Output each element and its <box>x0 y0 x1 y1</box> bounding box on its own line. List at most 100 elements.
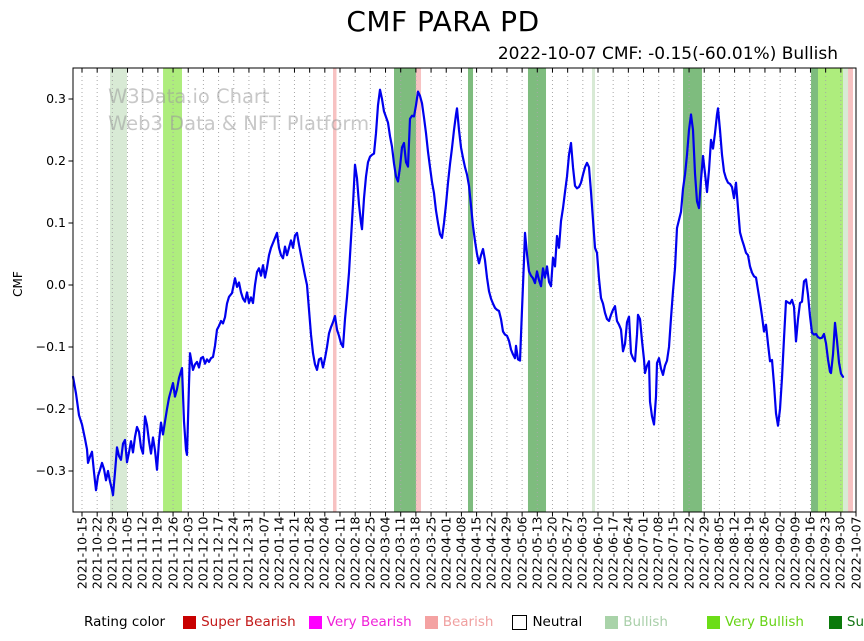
x-tick-label: 2022-05-06 <box>514 516 530 590</box>
x-tick-label: 2021-11-05 <box>119 516 135 590</box>
x-tick-label: 2022-05-13 <box>529 516 545 590</box>
x-tick-label: 2022-05-27 <box>559 516 575 590</box>
legend-swatch-icon <box>706 615 720 629</box>
x-tick-label: 2022-09-16 <box>802 516 818 590</box>
legend-item-label: Super Bearish <box>201 614 296 630</box>
legend-swatch-icon <box>605 615 619 629</box>
x-tick-label: 2021-10-15 <box>74 516 89 590</box>
plot-border <box>72 67 857 513</box>
x-tick-label: 2022-07-08 <box>650 516 666 590</box>
rating-band-bullish <box>591 68 596 512</box>
legend-item-label: Bullish <box>623 614 668 630</box>
x-tick-label: 2022-09-09 <box>787 516 803 590</box>
y-tick-label: −0.2 <box>35 401 66 416</box>
legend-item-bullish: Bullish <box>605 614 668 630</box>
x-tick-label: 2022-05-20 <box>544 516 560 590</box>
rating-band-super-bullish <box>467 68 474 512</box>
x-tick-label: 2022-07-29 <box>696 516 712 590</box>
legend-title: Rating color <box>84 614 166 630</box>
x-tick-label: 2022-01-14 <box>271 516 287 590</box>
cmf-line <box>71 88 845 497</box>
y-tick-label: 0.2 <box>46 153 66 168</box>
x-tick-label: 2022-07-22 <box>681 516 697 590</box>
y-tick-label: −0.1 <box>35 339 66 354</box>
rating-band-very-bullish <box>817 68 843 512</box>
y-tick-label: −0.3 <box>35 463 66 478</box>
legend-item-super-bearish: Super Bearish <box>183 614 296 630</box>
x-tick-label: 2022-06-10 <box>590 516 605 590</box>
x-tick-label: 2021-12-24 <box>225 516 241 590</box>
x-tick-label: 2022-10-07 <box>848 516 863 590</box>
rating-band-bearish <box>848 68 853 512</box>
latest-value-subtitle: 2022-10-07 CMF: -0.15(-60.01%) Bullish <box>497 44 838 64</box>
x-tick-label: 2022-07-15 <box>665 516 681 590</box>
legend-item-neutral: Neutral <box>512 614 582 630</box>
x-tick-label: 2022-02-25 <box>362 516 378 590</box>
x-tick-label: 2021-11-12 <box>134 516 150 590</box>
x-tick-label: 2021-12-31 <box>240 516 256 590</box>
x-tick-label: 2021-12-10 <box>195 516 211 590</box>
rating-band-super-bullish <box>527 68 547 512</box>
legend-swatch-icon <box>183 615 197 629</box>
x-tick-label: 2022-03-25 <box>423 516 439 590</box>
legend-swatch-icon <box>424 615 438 629</box>
legend-item-label: Very Bearish <box>326 614 412 630</box>
y-axis-title: CMF <box>11 271 25 297</box>
x-tick-label: 2021-10-29 <box>104 516 120 590</box>
legend-item-label: Neutral <box>532 614 583 630</box>
x-tick-label: 2022-02-04 <box>316 516 332 590</box>
x-tick-label: 2022-06-24 <box>620 516 636 590</box>
page-title: CMF PARA PD <box>346 5 540 38</box>
x-tick-label: 2022-08-05 <box>711 516 727 590</box>
rating-band-bearish <box>333 68 337 512</box>
rating-band-super-bullish <box>393 68 416 512</box>
x-tick-label: 2022-08-19 <box>741 516 757 590</box>
x-tick-label: 2022-06-03 <box>574 516 590 590</box>
x-tick-label: 2022-03-11 <box>392 516 408 590</box>
y-tick-label: 0.3 <box>46 91 66 106</box>
x-tick-label: 2022-09-02 <box>772 516 788 590</box>
x-tick-label: 2022-02-18 <box>347 516 363 590</box>
x-tick-label: 2021-12-17 <box>210 516 226 590</box>
x-tick-label: 2022-04-22 <box>483 516 499 590</box>
x-tick-label: 2021-12-03 <box>180 516 196 590</box>
legend-swatch-icon <box>512 614 528 630</box>
rating-band-bullish <box>110 68 127 512</box>
y-tick-label: 0.1 <box>46 215 66 230</box>
x-tick-label: 2022-01-07 <box>256 516 272 590</box>
x-tick-label: 2022-04-08 <box>453 516 469 590</box>
legend-swatch-icon <box>308 615 322 629</box>
x-tick-label: 2022-06-17 <box>605 516 621 590</box>
x-tick-label: 2022-04-29 <box>498 516 514 590</box>
legend-item-very-bearish: Very Bearish <box>308 614 412 630</box>
x-tick-label: 2022-03-04 <box>377 516 393 590</box>
rating-legend: Rating color Super Bearish Very Bearish Be… <box>84 614 864 630</box>
x-tick-label: 2022-08-12 <box>726 516 742 590</box>
legend-swatch-icon <box>828 615 842 629</box>
y-tick-label: 0.0 <box>46 277 66 292</box>
legend-item-label: Bearish <box>442 614 494 630</box>
x-tick-label: 2021-10-22 <box>89 516 105 590</box>
x-tick-label: 2022-01-21 <box>286 516 302 590</box>
legend-item-bearish: Bearish <box>424 614 494 630</box>
rating-band-super-bullish <box>811 68 818 512</box>
legend-item-label: Super Bullish <box>846 614 864 630</box>
x-tick-label: 2021-11-26 <box>165 516 181 590</box>
legend-item-super-bullish: Super Bullish <box>828 614 864 630</box>
x-tick-label: 2022-02-11 <box>332 516 347 590</box>
x-tick-label: 2022-04-01 <box>438 516 454 590</box>
rating-band-bullish <box>842 68 849 512</box>
x-tick-label: 2022-03-18 <box>407 516 423 590</box>
x-tick-label: 2022-09-30 <box>832 516 848 590</box>
watermark-line2: Web3 Data & NFT Platform <box>108 112 369 135</box>
x-tick-label: 2022-08-26 <box>756 516 772 590</box>
x-tick-label: 2022-09-23 <box>817 516 833 590</box>
watermark-line1: W3Data.io Chart <box>108 85 270 108</box>
x-tick-label: 2022-01-28 <box>301 516 317 590</box>
rating-band-bearish <box>415 68 422 512</box>
rating-band-super-bullish <box>683 68 702 512</box>
legend-item-very-bullish: Very Bullish <box>706 614 804 630</box>
legend-item-label: Very Bullish <box>724 614 804 630</box>
